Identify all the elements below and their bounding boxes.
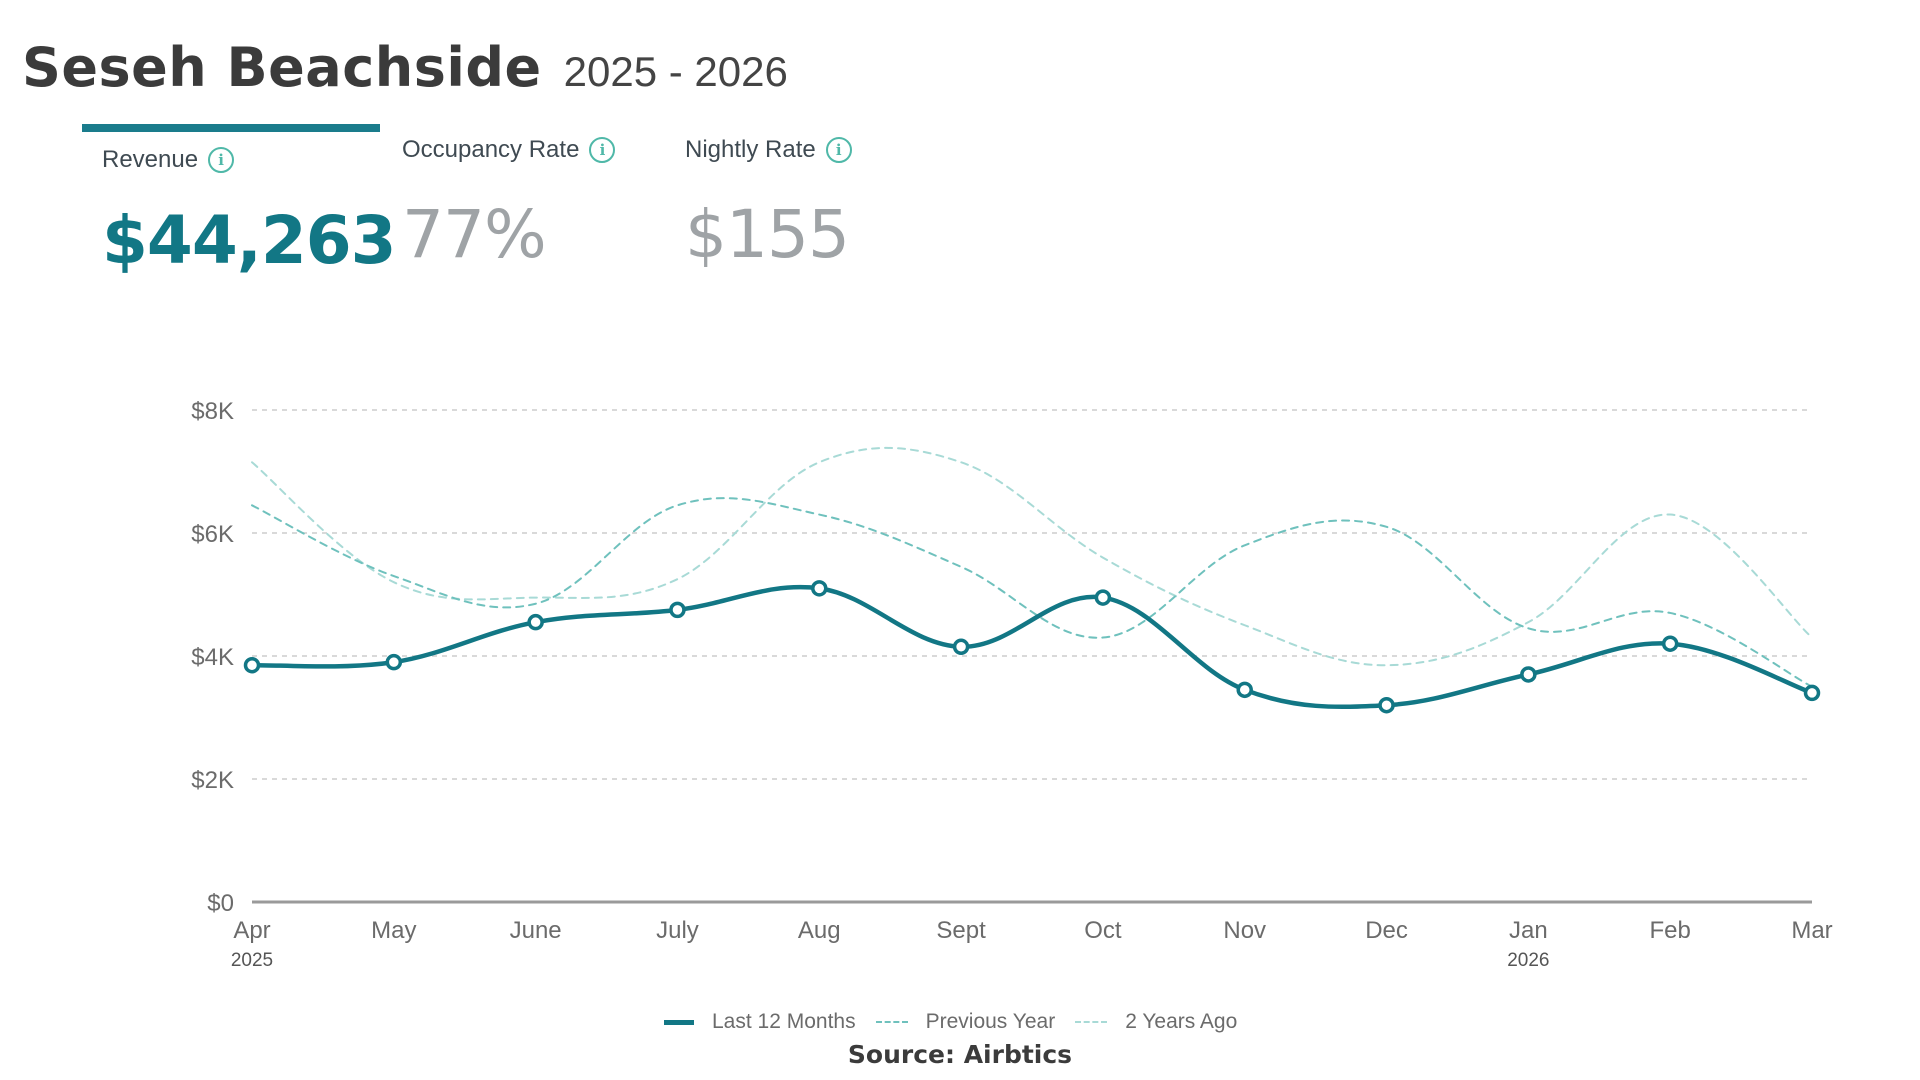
data-point-last-12-months	[527, 613, 544, 631]
kpi-value-revenue: $44,263	[102, 202, 397, 279]
data-point-last-12-months	[1803, 684, 1821, 702]
y-tick-label: $2K	[191, 767, 234, 794]
x-year-label: 2026	[1507, 950, 1549, 971]
data-point-last-12-months	[1661, 635, 1679, 652]
x-tick-label: Nov	[1223, 917, 1266, 944]
y-tick-label: $0	[207, 890, 234, 917]
y-axis-ticks: $0 $2K $4K $6K $8K	[191, 398, 234, 917]
chart-legend: Last 12 Months Previous Year 2 Years Ago	[664, 1010, 1257, 1034]
y-tick-label: $6K	[191, 521, 234, 548]
y-tick-label: $8K	[191, 398, 234, 425]
source-credit: Source: Airbtics	[847, 1040, 1073, 1069]
grid-lines	[252, 409, 1812, 904]
property-name: Seseh Beachside	[22, 36, 542, 99]
data-point-last-12-months	[243, 656, 261, 674]
tab-occupancy-rate[interactable]: Occupancy Rate i 77%	[402, 124, 662, 284]
legend-swatch-solid	[664, 1019, 694, 1025]
data-point-last-12-months	[1236, 681, 1253, 699]
data-point-last-12-months	[1094, 589, 1112, 606]
data-point-last-12-months	[669, 601, 686, 619]
x-tick-label: May	[371, 917, 416, 944]
y-tick-label: $4K	[191, 644, 234, 671]
x-tick-label: Feb	[1650, 917, 1691, 944]
kpi-label-revenue: Revenue i	[102, 146, 235, 174]
legend-item-previous-year[interactable]: Previous Year	[875, 1010, 1055, 1034]
data-point-last-12-months	[1520, 666, 1537, 683]
x-tick-label: Dec	[1365, 917, 1408, 944]
data-point-last-12-months	[811, 580, 828, 597]
info-circle-icon[interactable]: i	[208, 147, 235, 173]
kpi-label-nightly: Nightly Rate i	[685, 136, 852, 164]
series-line-last-12-months	[249, 584, 1815, 710]
x-axis-ticks: Apr May June July Aug Sept Oct Nov Dec Jan Feb Mar 2…	[231, 917, 1833, 971]
legend-swatch-dashed-light	[1075, 1021, 1108, 1023]
x-tick-label: June	[510, 917, 562, 944]
tab-nightly-rate[interactable]: Nightly Rate i $155	[685, 124, 945, 284]
x-year-label: 2025	[231, 950, 273, 971]
x-tick-label: Oct	[1084, 917, 1122, 944]
kpi-value-occupancy: 77%	[402, 196, 547, 273]
x-tick-label: July	[656, 917, 699, 944]
legend-swatch-dashed	[875, 1021, 908, 1023]
revenue-line-chart: $0 $2K $4K $6K $8K Apr May June July Aug Sept Oct N…	[191, 398, 1833, 971]
x-tick-label: Apr	[233, 917, 270, 944]
x-tick-label: Mar	[1791, 917, 1832, 944]
data-point-last-12-months	[952, 638, 970, 656]
x-tick-label: Aug	[798, 917, 841, 944]
info-circle-icon[interactable]: i	[589, 137, 616, 163]
active-tab-indicator	[82, 124, 380, 132]
tab-revenue[interactable]: Revenue i $44,263	[82, 124, 397, 284]
data-point-last-12-months	[1378, 696, 1395, 714]
series-markers	[243, 580, 1821, 714]
x-tick-label: Sept	[936, 917, 986, 944]
series-line-2-years-ago	[251, 446, 1813, 667]
year-range: 2025 - 2026	[563, 48, 788, 95]
kpi-label-occupancy: Occupancy Rate i	[402, 136, 616, 164]
series-lines	[249, 446, 1815, 710]
page-title: Seseh Beachside 2025 - 2026	[22, 36, 788, 99]
x-tick-label: Jan	[1509, 917, 1548, 944]
data-point-last-12-months	[385, 653, 403, 671]
legend-item-last-12-months[interactable]: Last 12 Months	[664, 1010, 856, 1034]
kpi-value-nightly: $155	[685, 196, 850, 273]
info-circle-icon[interactable]: i	[825, 137, 852, 163]
legend-item-2-years-ago[interactable]: 2 Years Ago	[1075, 1010, 1237, 1034]
